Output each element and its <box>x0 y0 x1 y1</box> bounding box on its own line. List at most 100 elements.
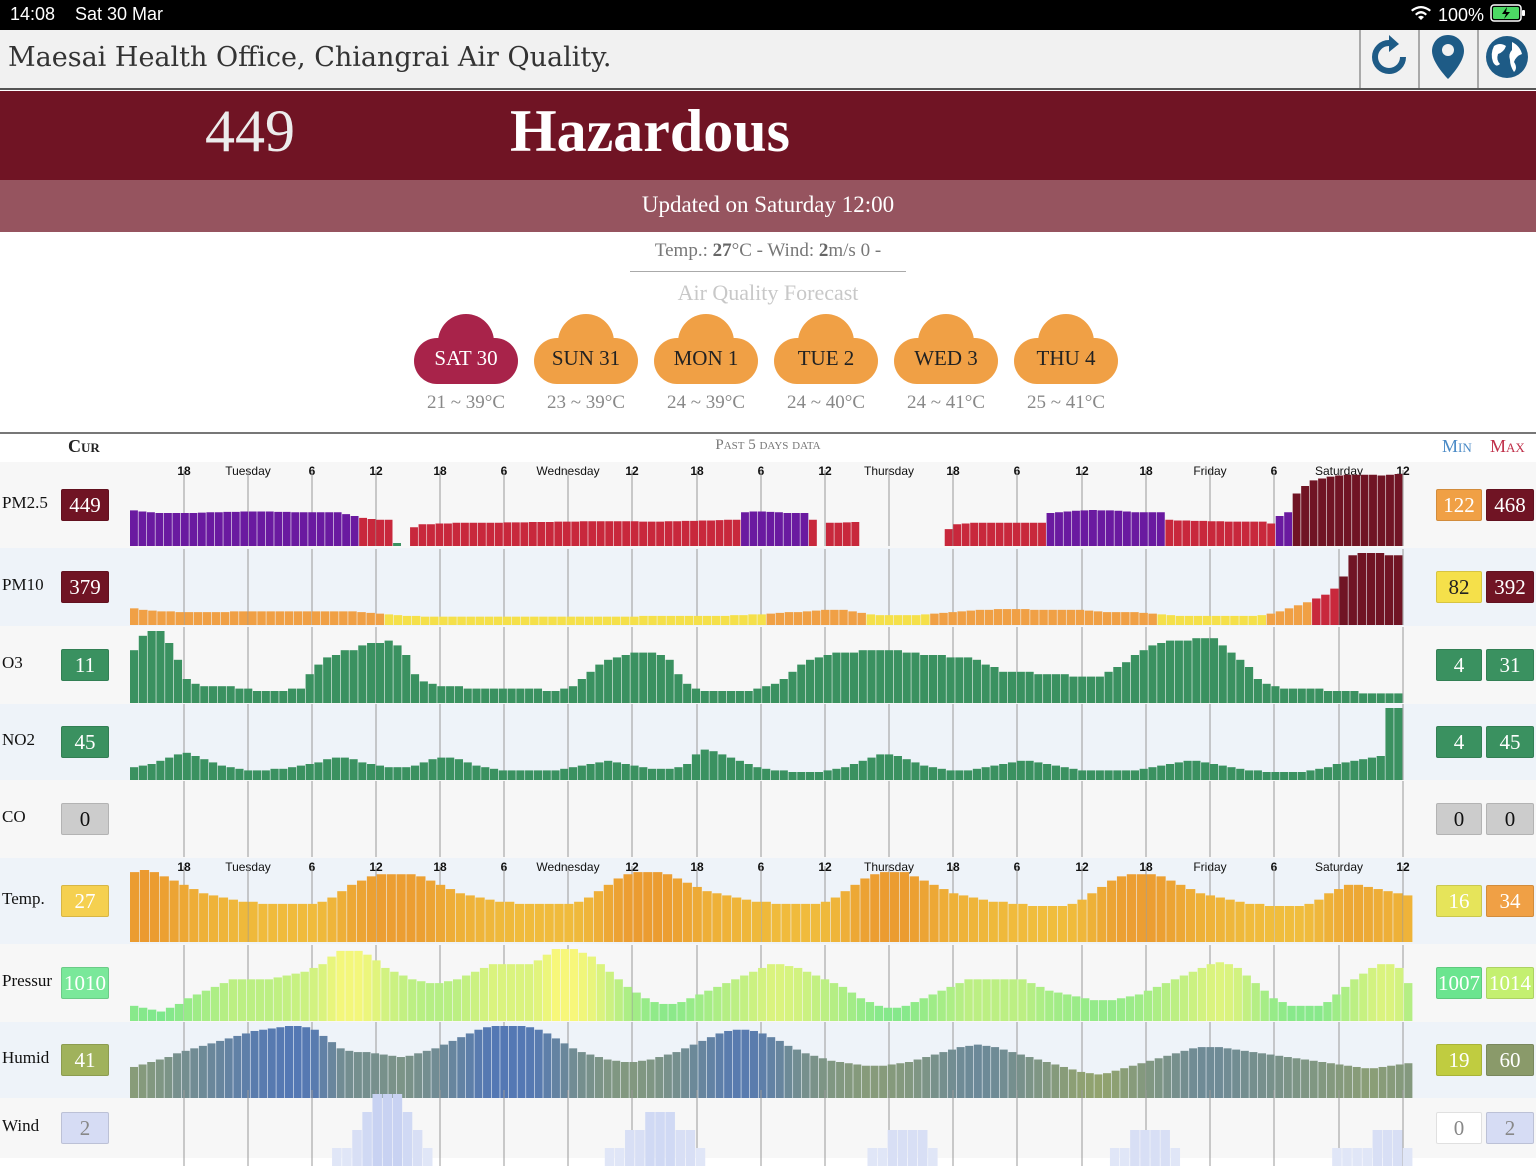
data-bar <box>956 1047 965 1098</box>
data-bar <box>182 679 191 703</box>
data-bar <box>1402 1148 1413 1166</box>
data-bar <box>1395 1064 1404 1098</box>
data-bar <box>241 1033 250 1098</box>
forecast-day[interactable]: THU 4 25 ~ 41°C <box>1010 310 1122 422</box>
row-label: Pressur <box>2 971 53 990</box>
data-bar <box>1120 1068 1129 1098</box>
data-bar <box>603 1059 612 1098</box>
data-bar <box>1323 691 1333 703</box>
forecast-day[interactable]: WED 3 24 ~ 41°C <box>890 310 1002 422</box>
forecast-day[interactable]: MON 1 24 ~ 39°C <box>650 310 762 422</box>
data-bar <box>682 882 692 942</box>
data-bar <box>310 1029 319 1098</box>
data-bar <box>189 513 198 546</box>
data-bar <box>858 650 867 703</box>
data-bar <box>248 611 257 625</box>
data-bar <box>275 611 284 625</box>
data-bar <box>384 767 393 780</box>
table-row: O3 11 4 31 <box>0 626 1536 704</box>
data-bar <box>316 512 325 546</box>
data-bar <box>749 511 758 546</box>
data-bar <box>384 614 394 625</box>
wind-unit: m/s 0 - <box>828 240 882 261</box>
data-bar <box>850 884 860 942</box>
forecast-title: Air Quality Forecast <box>677 280 859 305</box>
data-bar <box>366 612 375 625</box>
data-bar <box>939 1052 948 1098</box>
data-bar <box>709 691 718 703</box>
data-bar <box>486 522 495 546</box>
data-bar <box>1242 975 1251 1021</box>
data-bar <box>1403 895 1413 942</box>
data-bar <box>622 521 631 546</box>
data-bar <box>975 609 985 625</box>
data-bar <box>1122 662 1131 703</box>
data-bar <box>602 616 612 625</box>
refresh-button[interactable] <box>1359 30 1417 88</box>
data-bar <box>1166 880 1176 942</box>
data-bar <box>130 872 140 942</box>
data-bar <box>147 631 156 703</box>
location-button[interactable] <box>1418 30 1476 88</box>
forecast-temp-range: 24 ~ 40°C <box>786 392 866 413</box>
past-header: Past 5 days data <box>715 437 821 453</box>
data-bar <box>1161 983 1171 1021</box>
forecast-day[interactable]: SAT 30 21 ~ 39°C <box>410 310 522 422</box>
data-bar <box>1170 1148 1181 1166</box>
data-bar <box>1102 612 1112 625</box>
data-bar <box>1090 1000 1099 1021</box>
status-time: 14:08 <box>10 4 56 24</box>
data-bar <box>643 872 653 942</box>
data-bar <box>516 770 525 780</box>
data-bar <box>367 643 376 703</box>
data-bar <box>569 949 578 1021</box>
data-bar <box>1113 667 1122 703</box>
forecast-day[interactable]: TUE 2 24 ~ 40°C <box>770 310 882 422</box>
data-bar <box>1233 521 1242 546</box>
data-bar <box>300 971 309 1021</box>
data-bar <box>475 897 485 942</box>
data-bar <box>1288 688 1298 703</box>
data-bar <box>870 1065 879 1098</box>
data-bar <box>1274 906 1285 942</box>
data-bar <box>1148 645 1157 703</box>
data-bar <box>208 895 219 942</box>
data-bar <box>689 1044 698 1098</box>
data-bar <box>1183 640 1192 703</box>
data-bar <box>876 754 885 780</box>
data-bar <box>465 1033 474 1098</box>
data-bar <box>1114 510 1123 546</box>
data-bar <box>1278 1002 1287 1021</box>
data-bar <box>691 754 701 780</box>
data-bar <box>386 874 396 942</box>
data-bar <box>402 655 411 703</box>
data-bar <box>893 650 902 703</box>
data-bar <box>808 519 817 546</box>
data-bar <box>489 688 499 703</box>
data-bar <box>907 1130 918 1166</box>
data-bar <box>964 979 973 1021</box>
data-bar <box>392 1094 403 1166</box>
data-table: Cur Past 5 days data Min Max 18612186121… <box>0 432 1536 1166</box>
data-bar <box>1341 986 1350 1021</box>
data-bar <box>381 967 390 1021</box>
data-bar <box>376 874 386 942</box>
data-bar <box>1359 693 1368 703</box>
data-bar <box>257 611 266 625</box>
data-bar <box>612 657 622 703</box>
data-bar <box>832 652 841 703</box>
globe-button[interactable] <box>1477 30 1535 88</box>
data-bar <box>1271 686 1280 703</box>
data-bar <box>1165 640 1175 703</box>
data-bar <box>877 1148 888 1166</box>
data-bar <box>587 956 596 1021</box>
data-bar <box>929 884 939 942</box>
data-bar <box>235 768 244 780</box>
forecast-day[interactable]: SUN 31 23 ~ 39°C <box>530 310 642 422</box>
data-bar <box>489 768 499 780</box>
data-bar <box>1018 979 1027 1021</box>
data-bar <box>638 1060 647 1098</box>
data-bar <box>774 512 783 546</box>
data-bar <box>330 611 339 625</box>
data-bar <box>1045 990 1054 1021</box>
